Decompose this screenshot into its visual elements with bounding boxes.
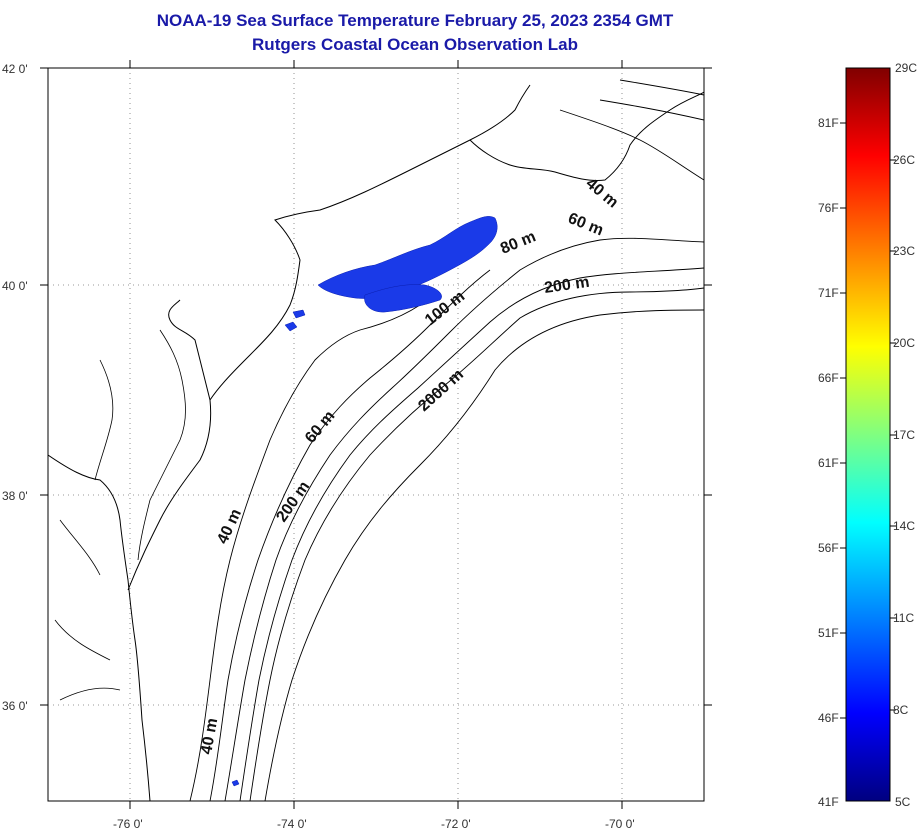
colorbar-fahrenheit-label: 61F [818, 456, 839, 470]
sst-observation-patches [231, 216, 498, 787]
lat-tick-label: 36 0' [2, 699, 28, 713]
colorbar-fahrenheit-label: 71F [818, 286, 839, 300]
map-content [48, 79, 704, 801]
sst-patch-small-3 [231, 779, 240, 787]
colorbar-celsius-label: 5C [895, 795, 911, 809]
sst-patch-south [364, 284, 442, 313]
lat-tick-labels: 42 0' 40 0' 38 0' 36 0' [2, 62, 28, 713]
colorbar-celsius-label: 17C [893, 428, 915, 442]
lon-tick-label: -76 0' [113, 817, 143, 831]
contour-60m [209, 269, 491, 801]
lon-tick-label: -74 0' [277, 817, 307, 831]
colorbar-celsius-label: 26C [893, 153, 915, 167]
colorbar-celsius-label: 8C [893, 703, 909, 717]
contour-label: 40 m [198, 717, 221, 756]
contour-outer-ne [559, 79, 704, 181]
colorbar-fahrenheit-label: 56F [818, 541, 839, 555]
colorbar-celsius-label: 29C [895, 61, 917, 75]
colorbar-celsius-label: 11C [893, 611, 914, 625]
colorbar-fahrenheit-label: 46F [818, 711, 839, 725]
colorbar-celsius-label: 20C [893, 336, 915, 350]
lon-tick-label: -70 0' [605, 817, 635, 831]
map-frame [47, 67, 705, 802]
colorbar-fahrenheit-label: 66F [818, 371, 839, 385]
map-panel [47, 67, 705, 802]
colorbar-gradient [845, 67, 891, 802]
lat-tick-label: 38 0' [2, 489, 28, 503]
lat-tick-label: 42 0' [2, 62, 28, 76]
gridlines [48, 68, 704, 801]
lat-tick-label: 40 0' [2, 279, 28, 293]
temperature-colorbar: 29C 26C 23C 20C 17C 14C 11C 8C 5C 81F 76… [818, 61, 917, 809]
colorbar-fahrenheit-label: 76F [818, 201, 839, 215]
axis-ticks [40, 60, 712, 809]
lon-tick-labels: -76 0' -74 0' -72 0' -70 0' [113, 817, 635, 831]
colorbar-celsius-label: 23C [893, 244, 915, 258]
contour-80m [224, 237, 704, 801]
lon-tick-label: -72 0' [441, 817, 471, 831]
contour-label: 200 m [543, 274, 590, 297]
map-title: NOAA-19 Sea Surface Temperature February… [156, 11, 674, 30]
contour-200m [249, 287, 704, 801]
colorbar-fahrenheit-label: 41F [818, 795, 839, 809]
coastline [48, 84, 704, 801]
sst-patch-small-2 [292, 309, 306, 319]
sst-patch-small-1 [284, 321, 298, 332]
contour-2000m [264, 309, 704, 801]
contour-40m [189, 304, 421, 801]
colorbar-fahrenheit-label: 81F [818, 116, 839, 130]
colorbar-celsius-label: 14C [893, 519, 915, 533]
map-subtitle: Rutgers Coastal Ocean Observation Lab [252, 35, 578, 54]
contour-100m [239, 267, 704, 801]
chesapeake-bay-shore [54, 329, 186, 701]
colorbar-fahrenheit-label: 51F [818, 626, 839, 640]
